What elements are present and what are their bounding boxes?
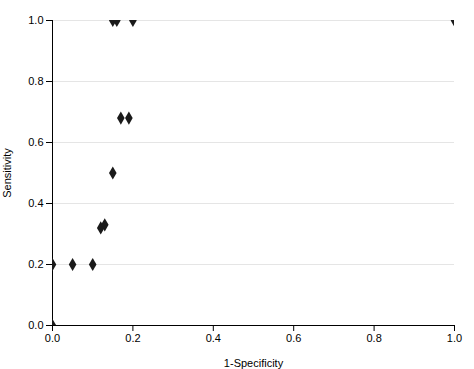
svg-text:0.4: 0.4 <box>206 332 221 344</box>
svg-text:0.0: 0.0 <box>45 332 60 344</box>
svg-text:0.8: 0.8 <box>28 75 43 87</box>
svg-text:0.2: 0.2 <box>28 258 43 270</box>
svg-text:1.0: 1.0 <box>28 14 43 26</box>
svg-text:0.6: 0.6 <box>28 136 43 148</box>
svg-text:Sensitivity: Sensitivity <box>1 148 13 198</box>
svg-text:0.8: 0.8 <box>366 332 381 344</box>
svg-text:1.0: 1.0 <box>447 332 462 344</box>
svg-text:0.6: 0.6 <box>286 332 301 344</box>
svg-text:0.4: 0.4 <box>28 197 43 209</box>
svg-text:1-Specificity: 1-Specificity <box>224 357 284 369</box>
svg-text:0.0: 0.0 <box>28 319 43 331</box>
svg-text:0.2: 0.2 <box>125 332 140 344</box>
